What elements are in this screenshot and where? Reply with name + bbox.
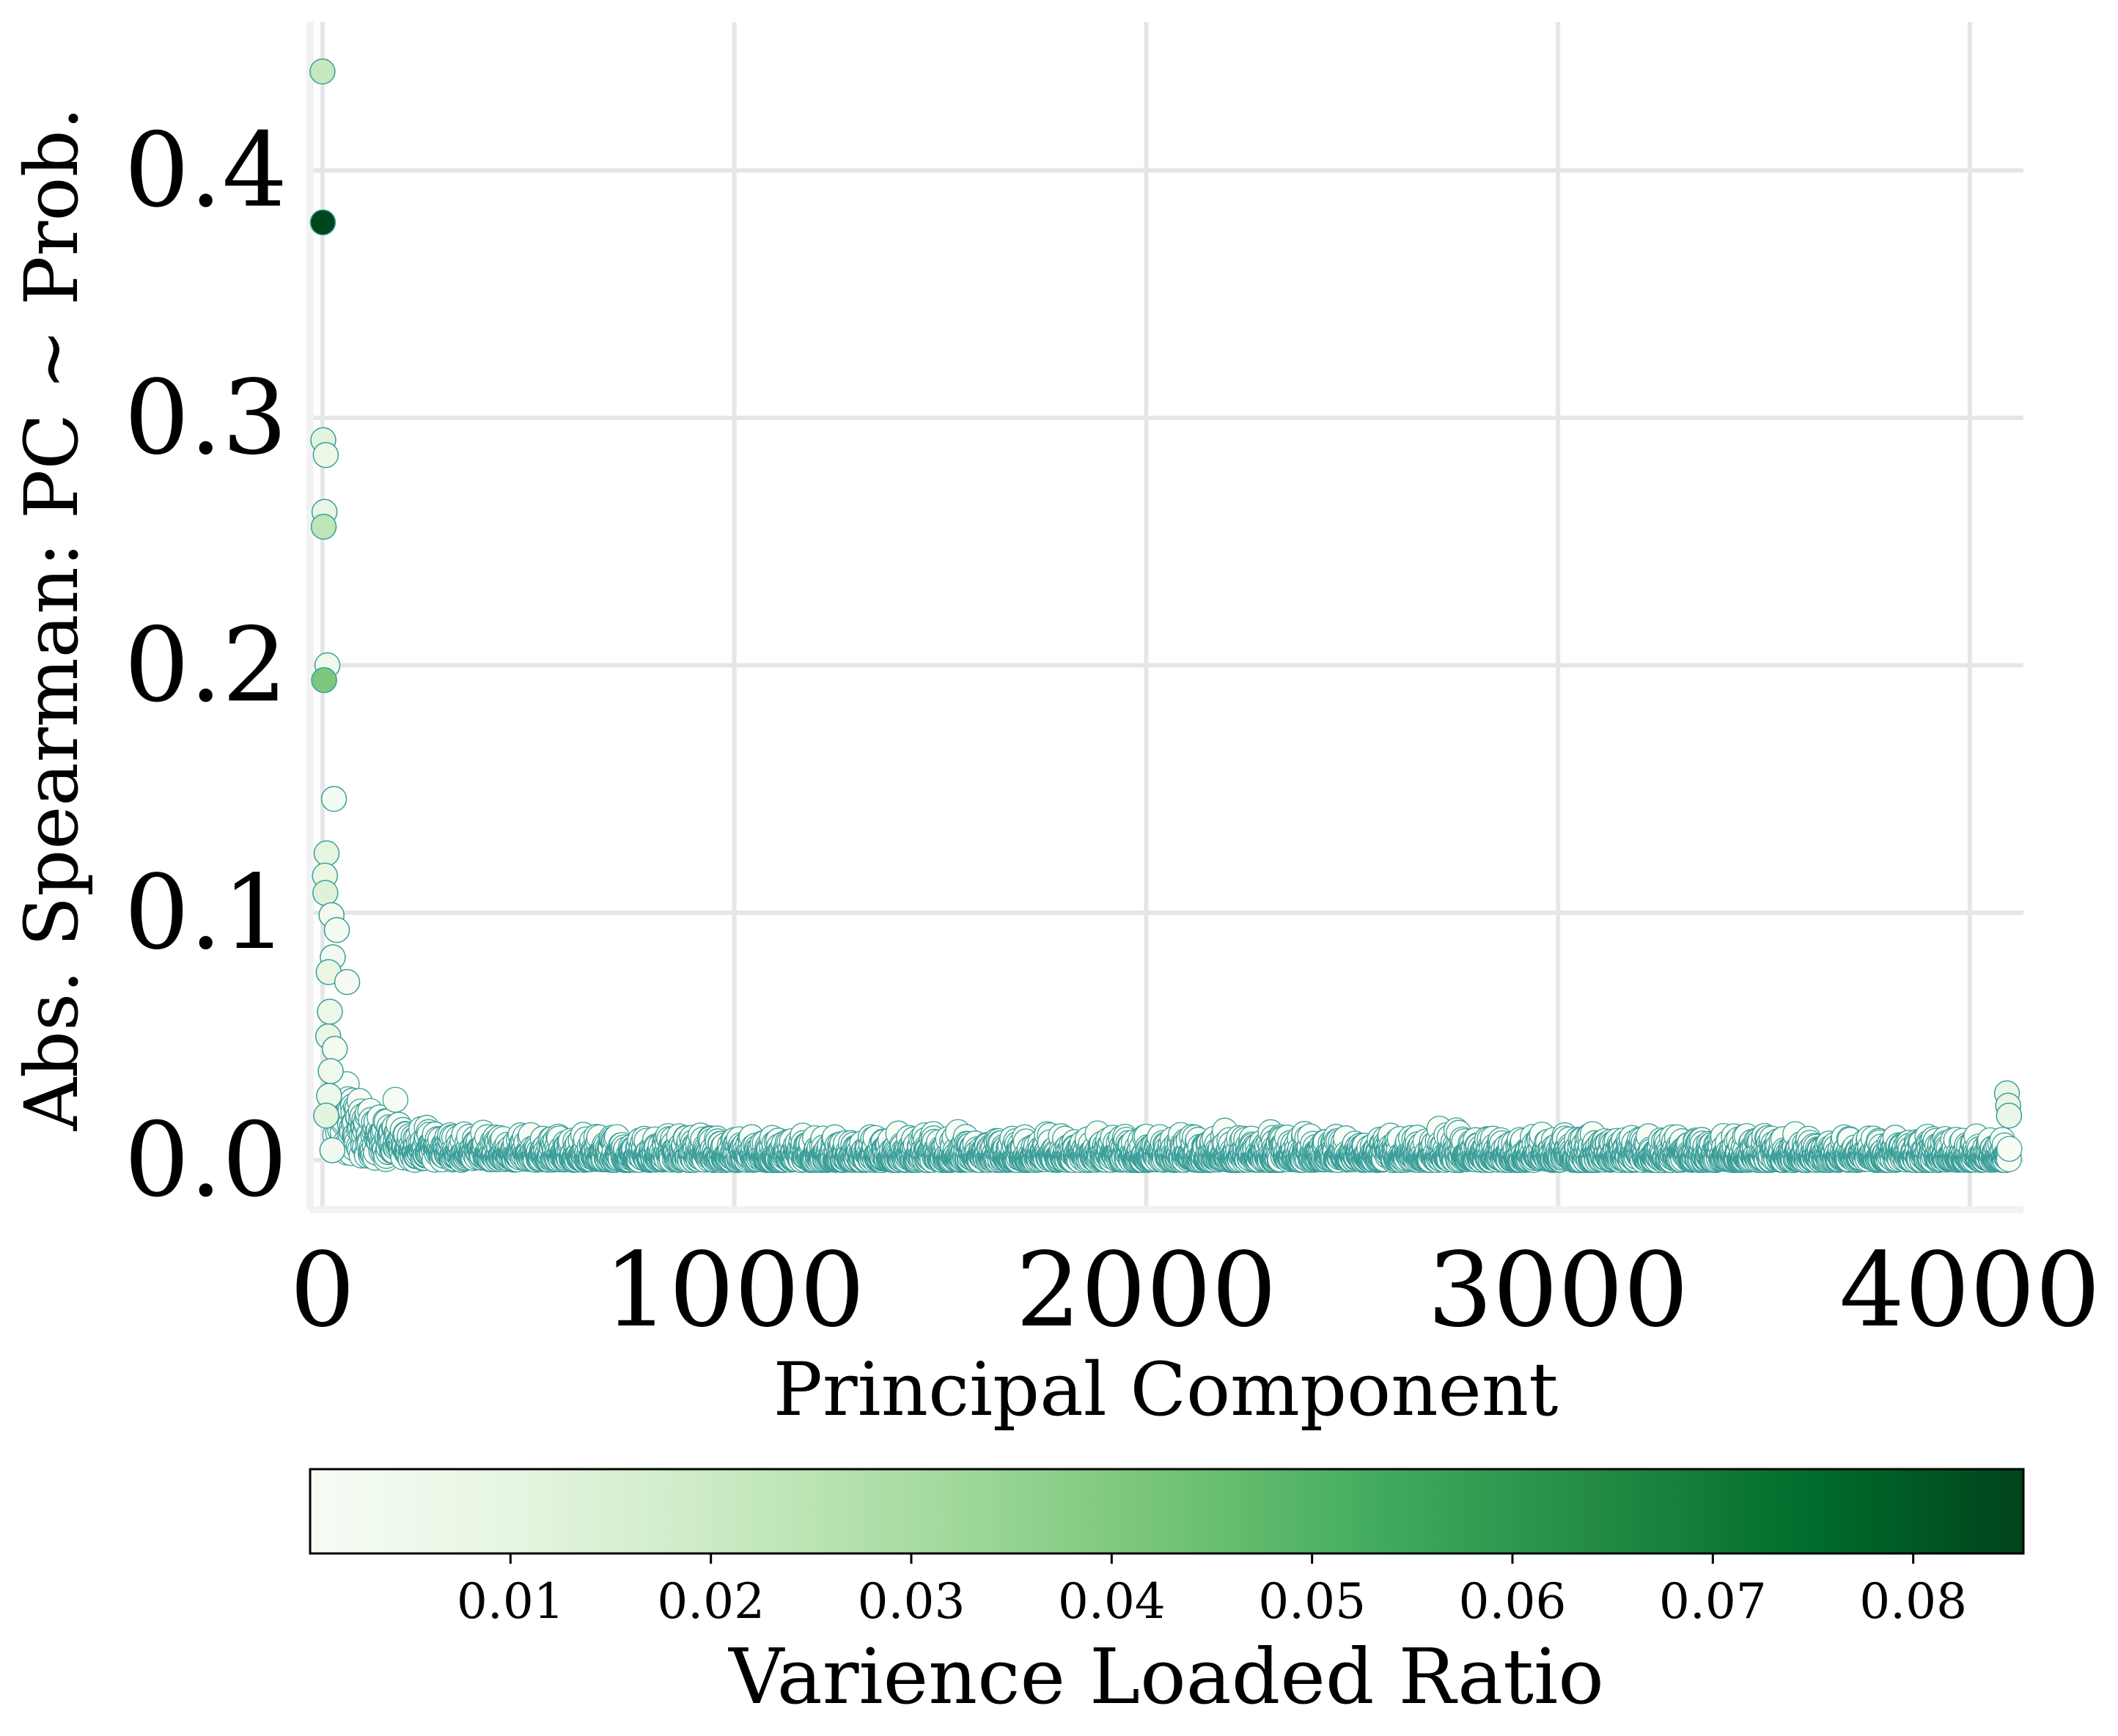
x-tick-label: 2000 (1015, 1231, 1276, 1350)
x-tick-label: 3000 (1427, 1231, 1688, 1350)
colorbar-tick-label: 0.07 (1659, 1573, 1767, 1630)
colorbar-gradient (309, 1468, 2025, 1555)
colorbar-tick-label: 0.04 (1058, 1573, 1166, 1630)
y-tick-label: 0.2 (124, 606, 287, 726)
data-point (313, 1103, 339, 1129)
data-point (310, 513, 337, 540)
data-point (317, 998, 343, 1025)
data-point (323, 916, 350, 944)
x-tick-label: 0 (290, 1231, 355, 1350)
data-point (1996, 1136, 2023, 1162)
data-point (309, 209, 337, 236)
colorbar-tick-label: 0.02 (657, 1573, 765, 1630)
colorbar-tick-label: 0.03 (858, 1573, 966, 1630)
x-tick-label: 4000 (1839, 1231, 2100, 1350)
data-point (382, 1086, 408, 1113)
data-point (317, 1058, 344, 1084)
grid (310, 22, 2023, 1210)
colorbar-tick-label: 0.01 (457, 1573, 565, 1630)
x-tick-label: 1000 (603, 1231, 864, 1350)
y-tick-label: 0.3 (124, 358, 287, 478)
data-point (319, 1137, 346, 1163)
data-point (312, 441, 339, 468)
data-point (320, 786, 348, 812)
y-axis-ticks: 0.0 0.1 0.2 0.3 0.4 (124, 111, 287, 1221)
y-axis-label: Abs. Spearman: PC ~ Prob. (9, 107, 95, 1132)
colorbar-tick-label: 0.08 (1859, 1573, 1967, 1630)
data-point (309, 58, 336, 85)
data-point (313, 840, 340, 867)
y-tick-label: 0.0 (124, 1101, 287, 1221)
colorbar-tick-label: 0.05 (1258, 1573, 1366, 1630)
data-point (321, 1035, 348, 1062)
x-axis-ticks: 0 1000 2000 3000 4000 (290, 1231, 2100, 1350)
data-point (334, 968, 361, 996)
y-tick-label: 0.1 (124, 853, 287, 973)
data-point (1996, 1103, 2023, 1129)
colorbar-label: Varience Loaded Ratio (727, 1632, 1604, 1721)
data-point (311, 667, 337, 694)
data-points (309, 58, 2023, 1174)
axis-lines (306, 22, 2023, 1213)
x-axis-label: Principal Component (773, 1347, 1559, 1432)
colorbar: 0.01 0.02 0.03 0.04 0.05 0.06 0.07 0.08 Varienc… (309, 1468, 2025, 1721)
colorbar-ticks: 0.01 0.02 0.03 0.04 0.05 0.06 0.07 0.08 (457, 1553, 1967, 1630)
data-point (312, 880, 339, 906)
y-tick-label: 0.4 (124, 111, 287, 231)
colorbar-tick-label: 0.06 (1459, 1573, 1567, 1630)
